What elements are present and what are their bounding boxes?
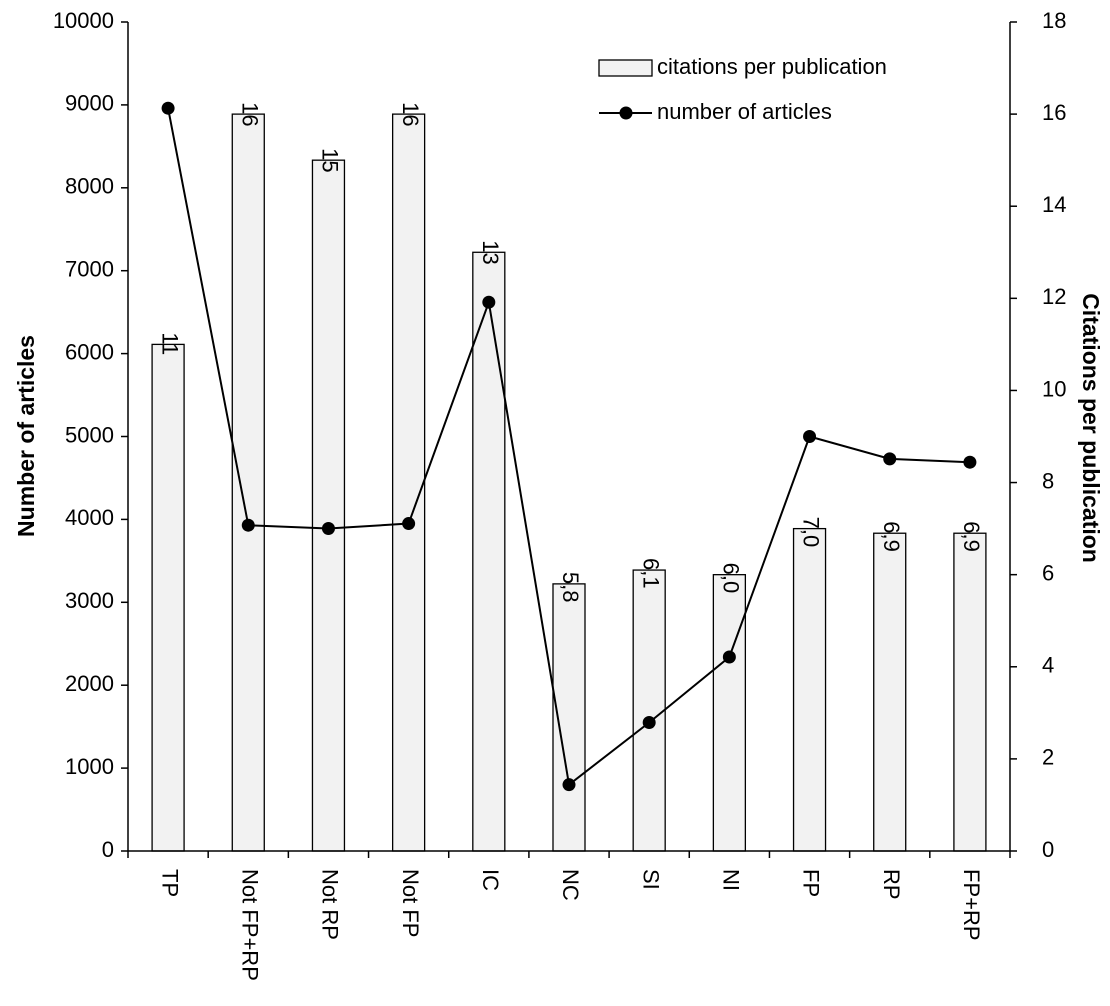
line-point — [482, 295, 496, 309]
legend-line-marker — [619, 106, 633, 120]
x-tick-label: NI — [719, 869, 744, 891]
bar-data-label: 5,8 — [558, 572, 583, 603]
bar-data-label: 11 — [157, 332, 182, 355]
x-tick-label: NC — [558, 869, 583, 901]
bar-data-label: 6,1 — [638, 558, 663, 589]
bar-data-label: 7,0 — [799, 517, 824, 548]
line-point — [963, 455, 977, 469]
y2-tick-label: 0 — [1042, 837, 1054, 862]
bar — [231, 113, 265, 852]
bar-data-label: 6,0 — [719, 563, 744, 594]
bar-data-labels: 11 16 15 16 13 5,8 6,1 6,0 7,0 6,9 6,9 — [157, 102, 984, 602]
line-point — [803, 430, 817, 443]
x-tick-label: FP+RP — [959, 869, 984, 941]
y-tick-label: 1000 — [65, 754, 114, 779]
y-tick-label: 9000 — [65, 91, 114, 116]
x-tick-label: IC — [478, 869, 503, 891]
bar-data-label: 16 — [237, 102, 262, 126]
y2-tick-label: 16 — [1042, 100, 1066, 125]
bar — [472, 251, 506, 852]
bar-data-label: 6,9 — [959, 521, 984, 552]
y-tick-label: 7000 — [65, 257, 114, 282]
y-tick-label: 6000 — [65, 339, 114, 364]
line-point — [161, 101, 175, 115]
line-point — [642, 716, 656, 730]
bar — [151, 343, 185, 852]
bar — [632, 569, 666, 852]
bar — [391, 113, 426, 852]
y-axis-title: Number of articles — [13, 335, 39, 537]
bar-series — [151, 113, 987, 852]
x-tick-label: RP — [879, 869, 904, 900]
bar-data-label: 16 — [398, 102, 423, 126]
x-tick-label: FP — [799, 869, 824, 897]
bar-data-label: 6,9 — [879, 521, 904, 552]
x-tick-label: TP — [157, 869, 182, 897]
legend-bar-label: citations per publication — [657, 54, 887, 79]
bar — [873, 532, 907, 852]
y-tick-label: 2000 — [65, 671, 114, 696]
x-tick-label: Not FP — [398, 869, 423, 937]
line-point — [321, 522, 335, 536]
line-point — [722, 650, 736, 664]
line-point — [402, 517, 416, 531]
line-point — [883, 452, 897, 466]
y2-axis-title: Citations per publication — [1078, 293, 1104, 563]
legend-bar-swatch — [598, 59, 653, 77]
y-tick-label: 5000 — [65, 422, 114, 447]
bar — [712, 574, 747, 852]
line-point — [562, 778, 576, 792]
line-point — [241, 518, 255, 532]
y2-tick-label: 8 — [1042, 468, 1054, 493]
bar — [953, 532, 987, 852]
y-tick-label: 3000 — [65, 588, 114, 613]
x-tick-label: Not RP — [318, 869, 343, 940]
y-tick-label: 0 — [102, 837, 114, 862]
y2-tick-label: 2 — [1042, 745, 1054, 770]
legend-line-label: number of articles — [657, 99, 832, 124]
y-tick-label: 4000 — [65, 505, 114, 530]
y-tick-label: 10000 — [53, 8, 114, 33]
y-tick-label: 8000 — [65, 174, 114, 199]
bar — [792, 527, 827, 852]
x-tick-label: Not FP+RP — [237, 869, 262, 981]
axes: 0100020003000400050006000700080009000100… — [53, 8, 1067, 981]
line-series — [161, 101, 977, 792]
y2-tick-label: 6 — [1042, 560, 1054, 585]
bar-data-label: 13 — [478, 240, 503, 264]
x-tick-label: SI — [638, 869, 663, 890]
y2-tick-label: 10 — [1042, 376, 1066, 401]
bar-data-label: 15 — [318, 148, 343, 172]
y2-tick-label: 14 — [1042, 192, 1066, 217]
y2-tick-label: 4 — [1042, 653, 1054, 678]
y2-tick-label: 12 — [1042, 284, 1066, 309]
y2-tick-label: 18 — [1042, 8, 1066, 33]
legend: citations per publication number of artic… — [598, 54, 887, 124]
bar — [311, 159, 346, 852]
